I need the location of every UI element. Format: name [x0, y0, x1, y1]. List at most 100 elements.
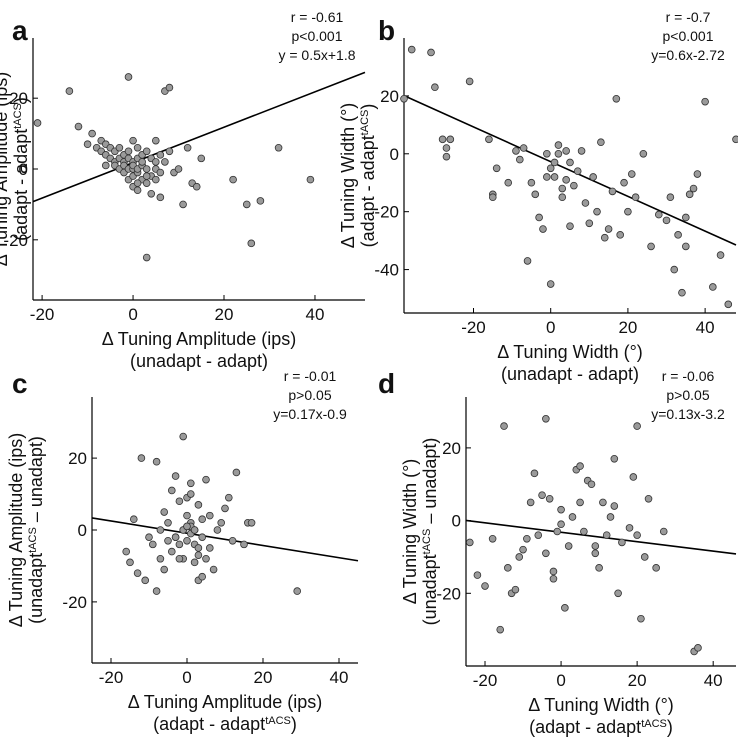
y-axis-title: Δ Tuning Width (°)	[338, 103, 358, 249]
data-point	[161, 159, 168, 166]
x-axis-subtitle-part: (unadapt - adapt)	[130, 351, 268, 371]
data-point	[148, 190, 155, 197]
x-tick-label: 20	[618, 318, 637, 337]
data-point	[535, 532, 542, 539]
data-point	[428, 49, 435, 56]
data-point	[682, 214, 689, 221]
data-point	[682, 243, 689, 250]
data-point	[401, 95, 408, 102]
data-point	[551, 159, 558, 166]
data-point	[613, 95, 620, 102]
y-axis-subtitle-part: (unadapt	[420, 554, 440, 625]
data-point	[567, 159, 574, 166]
x-axis-title: Δ Tuning Amplitude (ips)	[102, 329, 296, 349]
data-point	[172, 473, 179, 480]
data-point	[671, 266, 678, 273]
data-point	[555, 142, 562, 149]
x-tick-label: 20	[215, 305, 234, 324]
data-point	[206, 512, 213, 519]
data-point	[489, 194, 496, 201]
data-point	[578, 147, 585, 154]
data-point	[248, 519, 255, 526]
data-point	[218, 519, 225, 526]
data-point	[146, 534, 153, 541]
data-point	[634, 423, 641, 430]
data-point	[206, 545, 213, 552]
y-tick-label: 20	[380, 87, 399, 106]
data-point	[89, 130, 96, 137]
data-point	[550, 575, 557, 582]
data-point	[497, 626, 504, 633]
x-axis-subtitle: (unadapt - adapt)	[130, 351, 268, 371]
x-tick-label: 40	[330, 668, 349, 687]
y-axis-subtitle: (unadapttACS – unadapt)	[420, 438, 440, 626]
data-point	[195, 545, 202, 552]
data-point	[563, 147, 570, 154]
y-axis-subtitle-part: )	[358, 104, 378, 110]
panel-letter: c	[12, 368, 28, 399]
data-point	[626, 524, 633, 531]
data-point	[592, 543, 599, 550]
data-point	[528, 179, 535, 186]
data-point	[709, 284, 716, 291]
data-point	[641, 554, 648, 561]
y-axis-subtitle: (adapt - adapttACS)	[358, 104, 378, 248]
data-point	[482, 583, 489, 590]
y-axis-subtitle-part: tACS	[12, 103, 24, 129]
stat-text: y=0.17x-0.9	[273, 406, 347, 422]
data-point	[243, 201, 250, 208]
stat-text: p<0.001	[292, 28, 343, 44]
data-point	[695, 644, 702, 651]
data-point	[134, 570, 141, 577]
data-point	[567, 223, 574, 230]
data-point	[559, 194, 566, 201]
data-point	[660, 528, 667, 535]
data-point	[214, 527, 221, 534]
data-point	[466, 539, 473, 546]
x-tick-label: 20	[628, 671, 647, 690]
data-point	[675, 231, 682, 238]
data-point	[543, 174, 550, 181]
data-point	[34, 120, 41, 127]
data-point	[717, 252, 724, 259]
data-point	[588, 481, 595, 488]
data-point	[580, 528, 587, 535]
data-point	[550, 568, 557, 575]
data-point	[694, 171, 701, 178]
data-point	[222, 505, 229, 512]
data-point	[157, 555, 164, 562]
data-point	[447, 136, 454, 143]
y-tick-label: 0	[390, 145, 399, 164]
stat-text: y = 0.5x+1.8	[278, 47, 355, 63]
data-point	[615, 590, 622, 597]
y-axis-subtitle-part: tACS	[421, 529, 433, 555]
data-point	[134, 180, 141, 187]
y-tick-label: 0	[78, 521, 87, 540]
data-point	[513, 147, 520, 154]
data-point	[702, 98, 709, 105]
data-point	[166, 148, 173, 155]
data-point	[307, 176, 314, 183]
y-tick-label: -20	[374, 203, 399, 222]
panel-letter: d	[378, 368, 395, 399]
data-point	[125, 74, 132, 81]
data-point	[130, 516, 137, 523]
data-point	[199, 534, 206, 541]
data-point	[102, 162, 109, 169]
data-point	[524, 257, 531, 264]
data-point	[653, 564, 660, 571]
data-point	[248, 240, 255, 247]
data-point	[558, 521, 565, 528]
x-tick-label: 0	[546, 318, 555, 337]
data-point	[559, 185, 566, 192]
data-point	[554, 528, 561, 535]
data-point	[600, 499, 607, 506]
data-point	[527, 499, 534, 506]
data-point	[180, 201, 187, 208]
data-point	[611, 455, 618, 462]
data-point	[75, 123, 82, 130]
data-point	[143, 254, 150, 261]
data-point	[153, 458, 160, 465]
y-axis-subtitle-part: (adapt - adapt	[358, 135, 378, 247]
data-point	[84, 141, 91, 148]
